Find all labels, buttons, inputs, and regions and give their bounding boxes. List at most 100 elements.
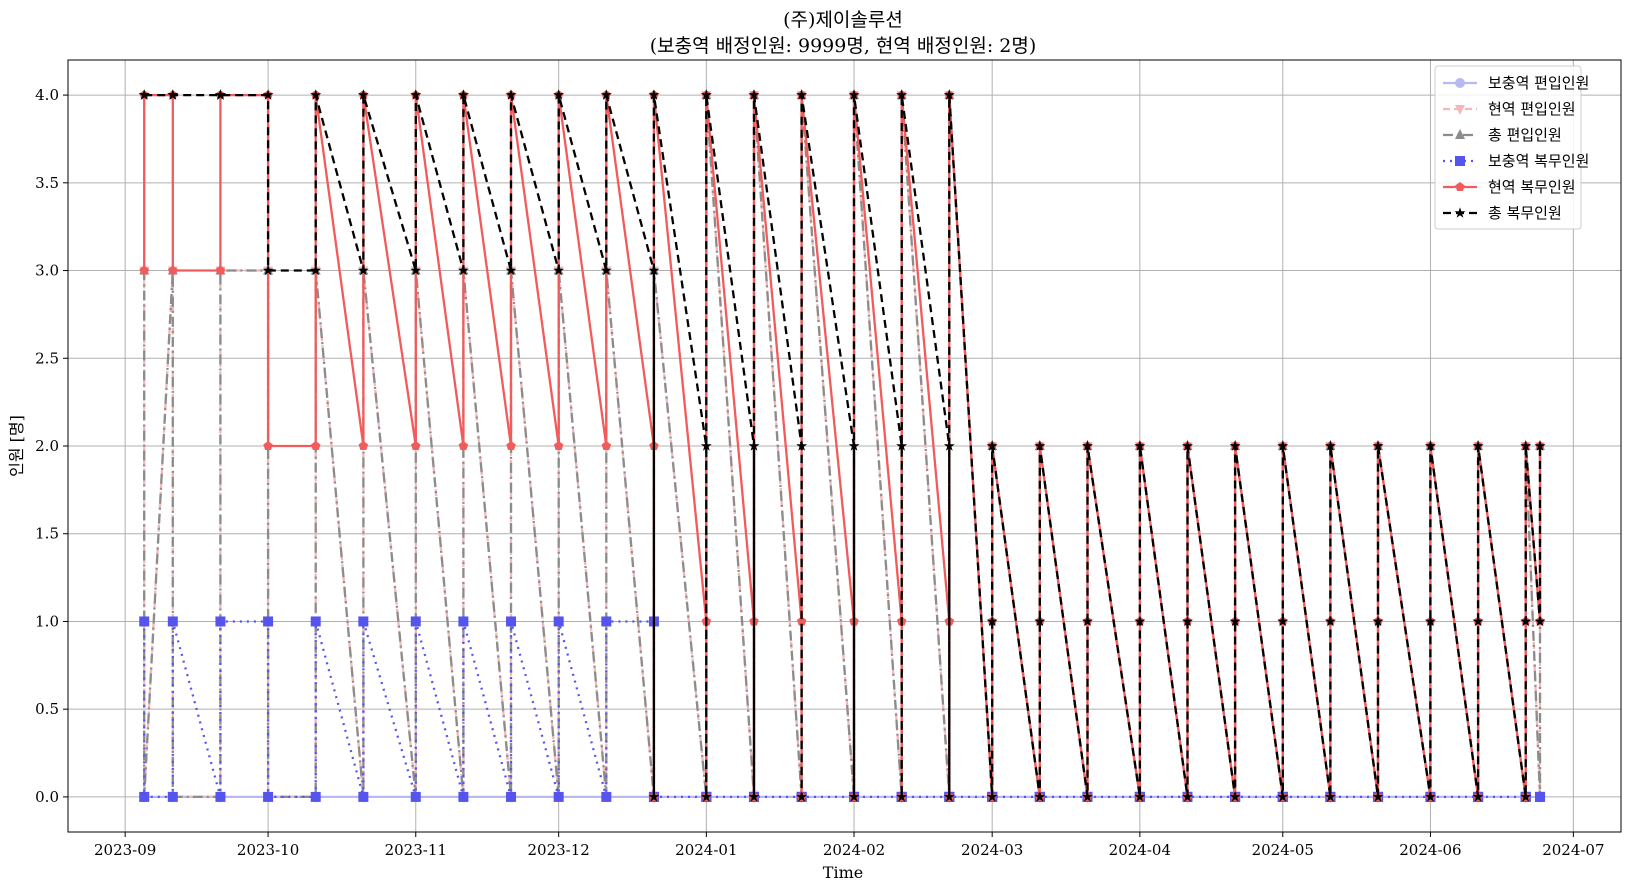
data-point — [358, 616, 369, 627]
data-point — [1454, 207, 1466, 218]
data-point — [457, 89, 469, 100]
data-point — [215, 616, 226, 627]
data-point — [458, 441, 469, 450]
data-point — [1372, 791, 1384, 802]
x-tick-label: 2023-11 — [385, 841, 447, 859]
data-point — [1034, 440, 1046, 451]
data-point — [986, 615, 998, 627]
y-tick-label: 3.5 — [35, 174, 59, 192]
data-point — [943, 440, 955, 451]
data-point — [1455, 156, 1465, 166]
data-point — [1134, 615, 1146, 627]
data-point — [600, 89, 612, 100]
data-point — [357, 89, 369, 100]
data-point — [1324, 791, 1336, 802]
data-point — [553, 441, 564, 450]
data-point — [310, 89, 322, 100]
data-point — [139, 265, 149, 275]
data-point — [1455, 78, 1465, 88]
data-point — [1277, 791, 1289, 802]
data-point — [1520, 615, 1532, 627]
data-point — [1324, 615, 1336, 627]
data-point — [848, 791, 860, 802]
data-point — [648, 89, 660, 100]
data-point — [1535, 791, 1546, 802]
x-tick-label: 2023-10 — [237, 841, 299, 859]
x-axis-label: Time — [823, 863, 863, 882]
data-point — [310, 264, 322, 276]
data-point — [357, 264, 369, 276]
x-tick-label: 2023-09 — [94, 841, 156, 859]
data-point — [1324, 440, 1336, 451]
data-point — [1277, 615, 1289, 627]
data-point — [600, 264, 612, 276]
data-point — [410, 89, 422, 100]
data-point — [748, 89, 760, 100]
x-tick-label: 2024-06 — [1399, 841, 1461, 859]
data-point — [896, 89, 908, 100]
data-point — [943, 791, 955, 802]
data-point — [410, 264, 422, 276]
data-point — [358, 791, 369, 802]
series-6 — [138, 89, 1546, 802]
data-point — [411, 441, 421, 450]
data-point — [1455, 182, 1465, 191]
y-tick-label: 1.5 — [35, 525, 59, 543]
data-point — [796, 616, 807, 626]
data-point — [553, 264, 565, 276]
data-point — [986, 440, 998, 451]
y-tick-label: 1.0 — [35, 612, 59, 630]
data-point — [601, 441, 612, 450]
data-point — [167, 89, 179, 100]
data-point — [458, 616, 469, 627]
data-point — [1455, 129, 1465, 139]
data-point — [139, 791, 150, 802]
data-point — [1229, 615, 1241, 627]
series-layer — [138, 89, 1546, 803]
data-point — [311, 441, 321, 450]
data-point — [262, 89, 274, 100]
data-point — [505, 264, 517, 276]
x-tick-label: 2024-07 — [1542, 841, 1604, 859]
data-point — [1034, 615, 1046, 627]
data-point — [263, 791, 274, 802]
legend-box — [1434, 65, 1582, 230]
legend-entry: 현역 편입인원 — [1488, 100, 1576, 118]
data-point — [1372, 440, 1384, 451]
data-point — [896, 791, 908, 802]
data-point — [553, 791, 564, 802]
data-point — [167, 791, 178, 802]
x-tick-label: 2023-12 — [527, 841, 589, 859]
data-point — [1425, 791, 1436, 802]
data-point — [1472, 440, 1484, 451]
data-point — [410, 616, 421, 627]
legend-entry: 총 복무인원 — [1488, 204, 1562, 222]
data-point — [215, 265, 226, 275]
data-point — [410, 791, 421, 802]
data-point — [138, 89, 150, 100]
data-point — [1034, 791, 1046, 802]
data-point — [458, 791, 469, 802]
data-point — [1472, 615, 1484, 627]
data-point — [1082, 615, 1093, 627]
data-point — [1425, 615, 1436, 627]
data-point — [700, 440, 712, 451]
data-point — [1229, 791, 1241, 802]
y-axis-label: 인원 [명] — [7, 415, 26, 477]
data-point — [167, 616, 178, 627]
data-point — [648, 264, 660, 276]
x-tick-label: 2024-05 — [1252, 841, 1314, 859]
data-point — [986, 791, 998, 802]
y-tick-label: 2.5 — [35, 349, 59, 367]
data-point — [506, 441, 516, 450]
data-point — [1182, 791, 1193, 802]
data-point — [700, 89, 712, 100]
data-point — [748, 440, 760, 451]
data-point — [1229, 440, 1241, 451]
data-point — [1372, 615, 1384, 627]
data-point — [506, 791, 517, 802]
data-point — [553, 89, 565, 100]
y-tick-label: 2.0 — [35, 437, 59, 455]
